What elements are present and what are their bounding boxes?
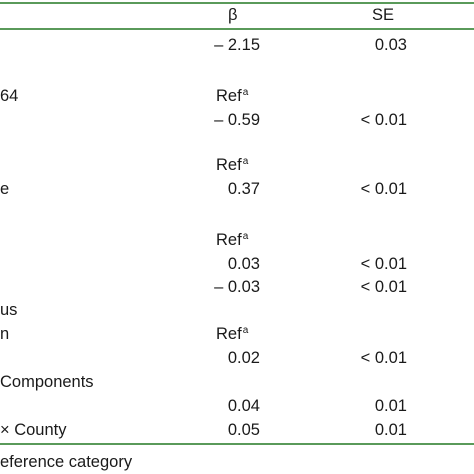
row-label: e (0, 180, 10, 198)
ref-marker: Refa (216, 157, 248, 174)
se-value: < 0.01 (360, 180, 407, 198)
beta-value: – 2.15 (214, 36, 260, 54)
se-value: 0.01 (374, 397, 407, 415)
se-value: 0.03 (374, 36, 407, 54)
beta-value: 0.02 (227, 349, 260, 367)
table-footnote: eference category (0, 453, 133, 471)
ref-text: Ref (216, 325, 242, 343)
ref-marker: Refa (216, 232, 248, 249)
beta-value: 0.37 (227, 180, 260, 198)
row-label: us (0, 301, 18, 319)
row-label: × County (0, 421, 67, 439)
beta-value: 0.03 (227, 255, 260, 273)
beta-header: β (228, 6, 238, 24)
se-header: SE (372, 6, 395, 24)
ref-footnote-marker: a (242, 325, 249, 336)
header-rule (0, 28, 474, 30)
bottom-rule (0, 443, 474, 445)
row-label: 64 (0, 87, 19, 105)
beta-value: – 0.59 (214, 111, 260, 129)
row-label: n (0, 325, 10, 343)
se-value: 0.01 (374, 421, 407, 439)
ref-marker: Refa (216, 326, 248, 343)
se-value: < 0.01 (360, 349, 407, 367)
ref-text: Ref (216, 156, 242, 174)
se-value: < 0.01 (360, 255, 407, 273)
ref-footnote-marker: a (242, 87, 249, 98)
beta-value: 0.04 (227, 397, 260, 415)
se-value: < 0.01 (360, 111, 407, 129)
ref-text: Ref (216, 87, 242, 105)
ref-footnote-marker: a (242, 156, 249, 167)
se-value: < 0.01 (360, 278, 407, 296)
ref-marker: Refa (216, 88, 248, 105)
top-rule (0, 2, 474, 4)
ref-text: Ref (216, 231, 242, 249)
row-label: Components (0, 373, 94, 391)
beta-value: – 0.03 (214, 278, 260, 296)
ref-footnote-marker: a (242, 231, 249, 242)
beta-value: 0.05 (227, 421, 260, 439)
